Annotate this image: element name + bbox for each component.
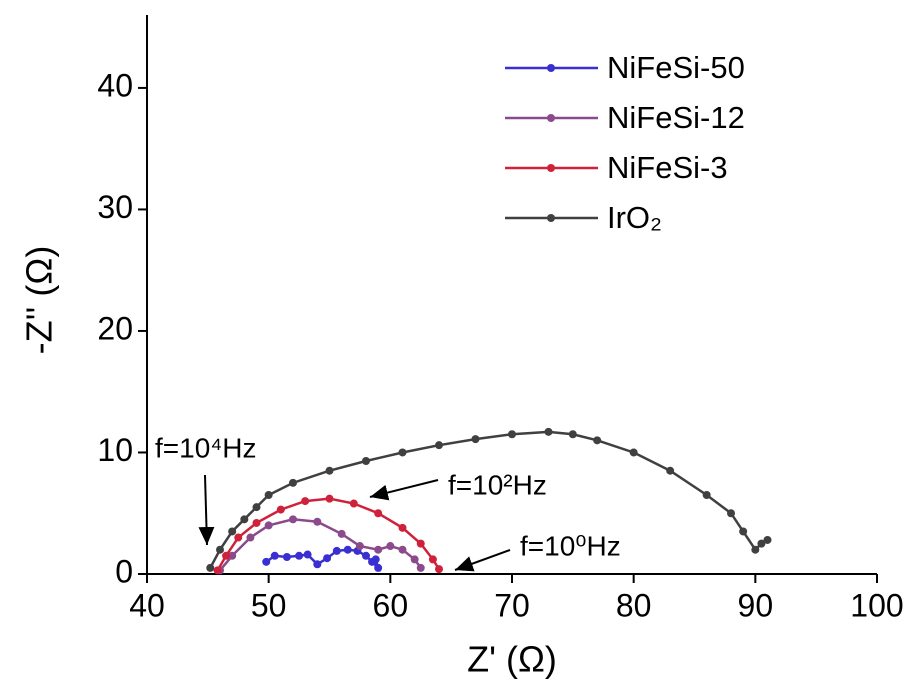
- annotation: f=10⁰Hz: [520, 530, 621, 561]
- x-tick-label: 60: [373, 587, 409, 623]
- data-point: [428, 555, 437, 564]
- data-point: [295, 551, 304, 560]
- data-point: [262, 557, 271, 566]
- x-tick-label: 50: [251, 587, 287, 623]
- data-point: [508, 430, 516, 439]
- annotation-arrow: [198, 474, 215, 546]
- data-point: [593, 436, 602, 445]
- legend-marker: [547, 164, 555, 172]
- x-tick-label: 70: [494, 587, 530, 623]
- legend-marker: [547, 64, 555, 72]
- data-point: [757, 539, 766, 548]
- data-point: [323, 554, 332, 563]
- data-point: [264, 521, 273, 530]
- data-point: [240, 515, 249, 524]
- x-tick-label: 80: [616, 587, 652, 623]
- data-point: [213, 566, 222, 575]
- data-point: [246, 533, 255, 542]
- x-axis-title: Z' (Ω): [467, 639, 557, 680]
- data-point: [398, 545, 407, 554]
- data-point: [325, 466, 334, 475]
- data-point: [252, 518, 261, 527]
- data-point: [435, 441, 443, 450]
- y-axis-title: -Z'' (Ω): [19, 246, 60, 355]
- x-tick-label: 100: [850, 587, 903, 623]
- data-point: [222, 551, 231, 560]
- data-point: [398, 448, 407, 457]
- data-point: [289, 515, 297, 524]
- data-point: [355, 542, 364, 551]
- legend-marker: [547, 114, 555, 122]
- data-point: [228, 527, 237, 536]
- data-point: [270, 551, 279, 560]
- data-point: [410, 555, 419, 564]
- annotation: f=10⁴Hz: [155, 432, 257, 463]
- data-point: [374, 509, 383, 518]
- data-point: [337, 529, 346, 538]
- data-point: [751, 545, 760, 554]
- series-line: [265, 548, 381, 573]
- data-point: [739, 527, 748, 536]
- legend-label: NiFeSi-12: [607, 100, 745, 135]
- annotation-arrow: [454, 549, 511, 572]
- data-point: [763, 535, 772, 544]
- data-point: [702, 491, 711, 500]
- data-point: [313, 560, 322, 569]
- data-point: [435, 565, 443, 574]
- x-tick-label: 90: [738, 587, 774, 623]
- data-point: [386, 542, 395, 551]
- data-point: [398, 523, 407, 532]
- data-point: [228, 551, 237, 560]
- x-tick-label: 40: [129, 587, 165, 623]
- data-point: [629, 448, 638, 457]
- data-point: [206, 563, 215, 572]
- data-point: [362, 551, 370, 560]
- data-point: [544, 427, 553, 436]
- data-point: [252, 503, 261, 512]
- data-point: [666, 466, 675, 475]
- data-point: [374, 545, 383, 554]
- data-point: [303, 550, 312, 559]
- annotation-arrow: [369, 479, 439, 501]
- legend-label: NiFeSi-50: [607, 50, 745, 85]
- data-point: [727, 509, 735, 518]
- data-point: [325, 494, 334, 503]
- data-point: [343, 545, 352, 554]
- data-point: [416, 563, 425, 572]
- data-point: [289, 478, 297, 487]
- legend-marker: [547, 214, 555, 222]
- data-point: [416, 539, 425, 548]
- y-tick-label: 20: [97, 310, 133, 346]
- data-point: [282, 552, 291, 561]
- data-point: [216, 545, 224, 554]
- data-point: [313, 517, 322, 526]
- data-point: [349, 499, 358, 508]
- legend-label: NiFeSi-3: [607, 150, 728, 185]
- data-point: [301, 497, 310, 506]
- y-tick-label: 10: [97, 432, 133, 468]
- y-tick-label: 30: [97, 189, 133, 225]
- y-tick-label: 0: [115, 553, 133, 589]
- data-point: [568, 430, 577, 439]
- data-point: [332, 546, 341, 555]
- data-point: [471, 435, 480, 444]
- data-point: [371, 555, 380, 564]
- data-point: [276, 505, 285, 514]
- data-point: [362, 456, 370, 465]
- y-tick-label: 40: [97, 67, 133, 103]
- annotation: f=10²Hz: [448, 469, 547, 500]
- data-point: [374, 563, 383, 572]
- data-point: [264, 491, 273, 500]
- legend-label: IrO₂: [607, 200, 662, 235]
- data-point: [234, 533, 243, 542]
